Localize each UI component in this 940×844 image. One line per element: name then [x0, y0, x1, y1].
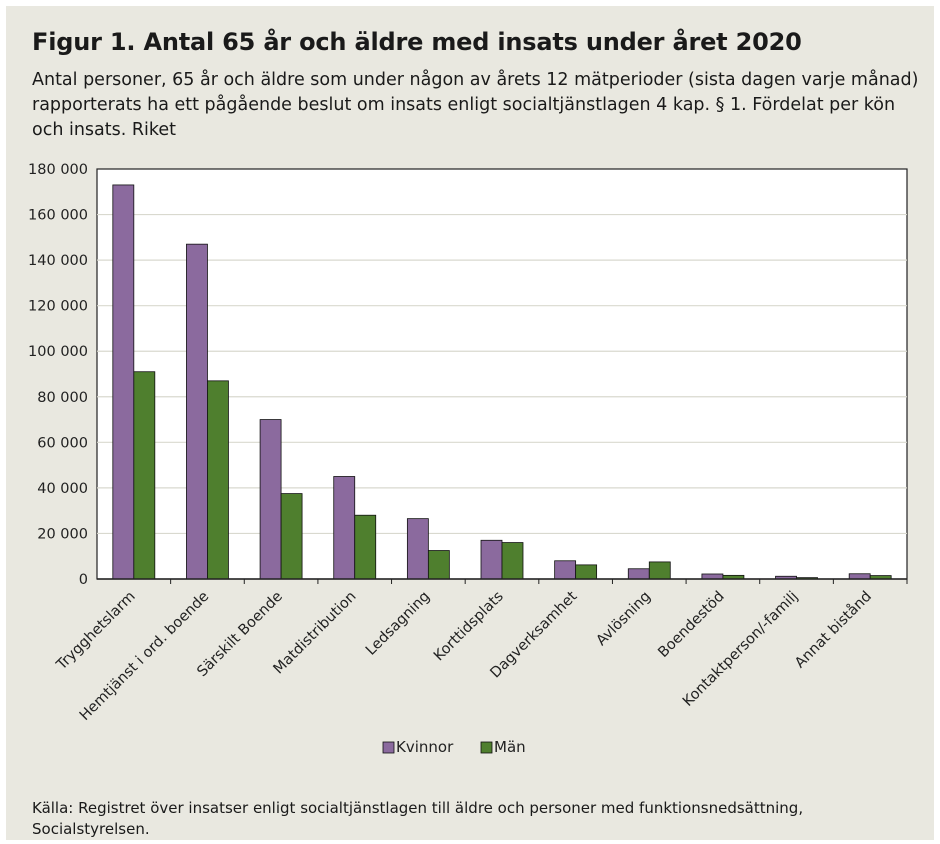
x-category-label: Trygghetslarm	[53, 589, 138, 674]
y-tick-label: 0	[79, 572, 88, 588]
bar-kvinnor	[259, 419, 282, 580]
bar-män	[280, 493, 303, 580]
bar-kvinnor	[627, 568, 650, 580]
bar-kvinnor	[333, 476, 356, 580]
x-category-label: Hemtjänst i ord. boende	[77, 588, 212, 723]
bar-män	[354, 514, 377, 580]
figure-title: Figur 1. Antal 65 år och äldre med insat…	[32, 28, 802, 56]
y-tick-label: 40 000	[37, 481, 88, 497]
y-tick-label: 120 000	[28, 299, 88, 315]
legend-swatch-kvinnor	[382, 741, 395, 754]
x-category-label: Boendestöd	[655, 589, 727, 661]
legend-label: Män	[494, 738, 526, 756]
bar-män	[501, 542, 524, 580]
x-category-label: Ledsagning	[363, 589, 433, 659]
bar-kvinnor	[554, 560, 577, 580]
x-category-label: Avlösning	[593, 589, 654, 650]
bar-män	[427, 550, 450, 580]
bar-kvinnor	[112, 184, 135, 580]
y-tick-label: 60 000	[37, 435, 88, 451]
figure-source: Källa: Registret över insatser enligt so…	[32, 799, 804, 838]
bar-män	[648, 561, 671, 580]
figure-subtitle: Antal personer, 65 år och äldre som unde…	[32, 70, 919, 140]
bar-kvinnor	[406, 518, 429, 580]
y-tick-label: 140 000	[28, 253, 88, 269]
plot-area	[96, 168, 908, 580]
y-tick-label: 160 000	[28, 208, 88, 224]
x-category-label: Korttidsplats	[431, 589, 507, 665]
y-tick-label: 80 000	[37, 390, 88, 406]
bar-kvinnor	[701, 573, 724, 580]
bar-kvinnor	[480, 539, 503, 580]
bar-kvinnor	[186, 243, 208, 580]
bar-män	[575, 564, 598, 580]
x-category-label: Matdistribution	[271, 589, 360, 678]
y-tick-label: 100 000	[28, 344, 88, 360]
legend-swatch-män	[480, 741, 493, 754]
legend-label: Kvinnor	[396, 738, 454, 756]
y-tick-label: 20 000	[37, 526, 88, 542]
x-category-label: Annat bistånd	[791, 588, 875, 672]
bar-män	[133, 371, 156, 580]
bar-män	[207, 380, 229, 580]
y-tick-label: 180 000	[28, 162, 88, 178]
bar-kvinnor	[848, 573, 871, 580]
